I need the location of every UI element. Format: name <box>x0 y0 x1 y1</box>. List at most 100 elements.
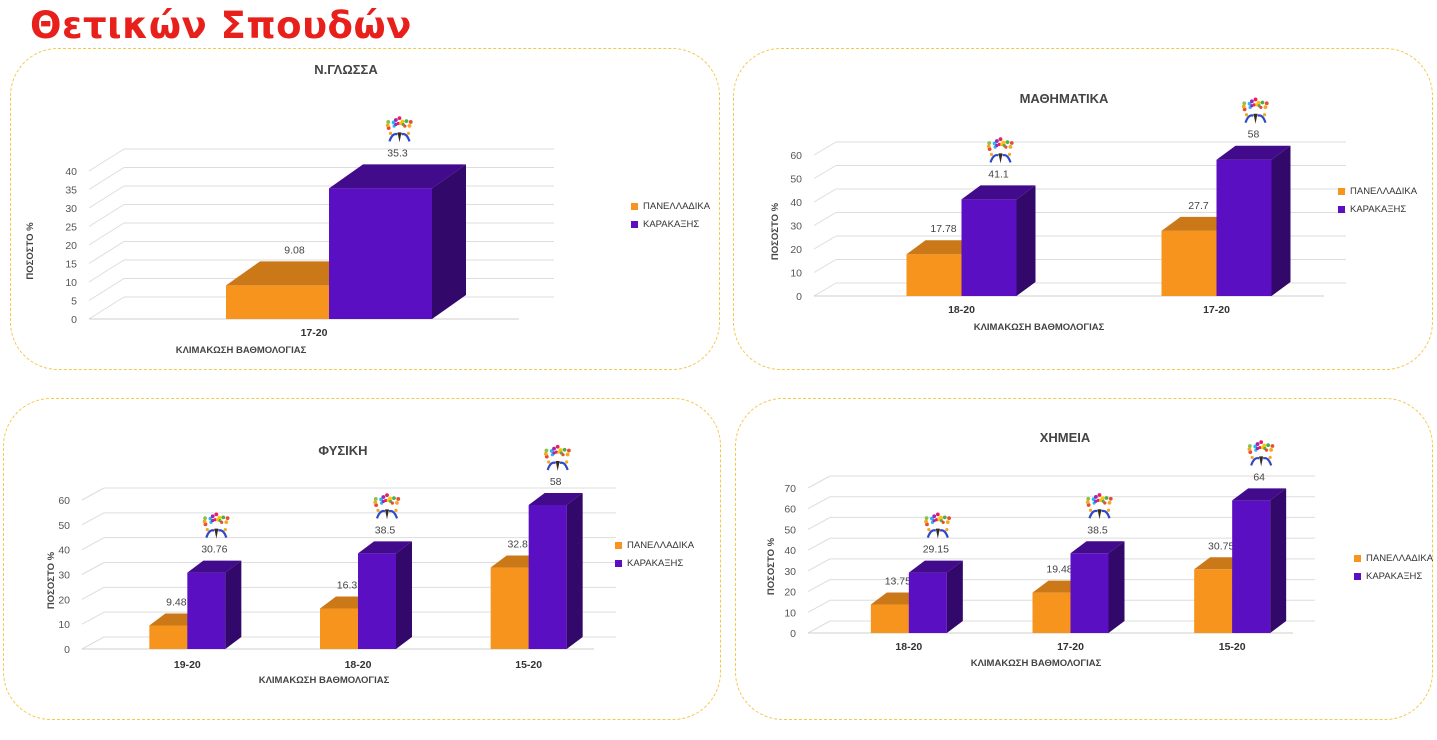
logo-dot <box>544 451 548 456</box>
legend-swatch-national <box>1338 188 1345 195</box>
page-title: Θετικών Σπουδών <box>30 4 412 47</box>
logo-dot <box>1253 97 1258 102</box>
logo-dot <box>945 520 950 525</box>
logo-dot <box>214 512 219 517</box>
grid-line-side <box>88 222 125 246</box>
logo-dot <box>1004 145 1008 149</box>
logo-dot <box>381 495 386 499</box>
grid-line-side <box>807 496 831 510</box>
legend-label-school: ΚΑΡΑΚΑΞΗΣ <box>1366 571 1423 582</box>
logo-dot <box>391 120 396 125</box>
logo-dot <box>404 119 409 124</box>
logo-figure <box>1101 509 1111 519</box>
data-label-school: 29.15 <box>923 544 949 556</box>
x-tick-label: 18-20 <box>895 641 922 653</box>
grid-line-side <box>88 204 125 227</box>
legend-label-national: ΠΑΝΕΛΛΑΔΙΚΑ <box>1350 186 1418 197</box>
x-tick-label: 18-20 <box>948 304 975 316</box>
grid-line-side <box>813 212 837 226</box>
y-tick-label: 10 <box>58 619 70 631</box>
school-logo-icon <box>1085 493 1113 520</box>
logo-dot <box>397 116 402 121</box>
legend-swatch-school <box>615 560 622 567</box>
data-label-national: 19.48 <box>1046 564 1072 576</box>
logo-dot <box>379 497 384 502</box>
logo-dot <box>202 519 207 524</box>
grid-line-side <box>807 599 831 613</box>
bar-top-school <box>358 541 412 554</box>
logo-figure <box>375 509 386 519</box>
data-label-school: 35.3 <box>387 147 408 159</box>
grid-line-side <box>813 165 837 179</box>
bar-school <box>358 541 412 649</box>
grid-line-side <box>807 579 831 593</box>
logo-figure <box>559 461 569 471</box>
logo-dot <box>1249 99 1254 104</box>
y-tick-label: 60 <box>790 150 802 162</box>
legend-item-school: ΚΑΡΑΚΑΞΗΣ <box>631 219 710 230</box>
bar-top-school <box>908 560 963 573</box>
y-tick-label: 40 <box>784 545 796 557</box>
logo-trunk <box>1253 113 1258 124</box>
logo-dot <box>1108 496 1113 501</box>
legend-label-national: ΠΑΝΕΛΛΑΔΙΚΑ <box>627 540 695 551</box>
logo-trunk <box>385 509 389 520</box>
bar-side-school <box>566 492 583 649</box>
logo-dot <box>544 448 549 453</box>
logo-dot <box>549 449 554 453</box>
y-tick-label: 40 <box>58 545 70 557</box>
legend-item-national: ΠΑΝΕΛΛΑΔΙΚΑ <box>615 540 694 551</box>
legend-swatch-school <box>1338 206 1345 213</box>
logo-figure <box>1257 114 1267 124</box>
logo-dot <box>396 121 400 126</box>
logo-trunk <box>1259 456 1264 467</box>
logo-figure <box>546 461 557 471</box>
legend-label-national: ΠΑΝΕΛΛΑΔΙΚΑ <box>643 201 711 212</box>
logo-dot <box>1260 100 1265 105</box>
bar-side-school <box>432 164 466 319</box>
logo-dot <box>994 139 999 143</box>
bar-top-school <box>329 164 466 189</box>
school-logo-icon <box>1241 97 1269 124</box>
logo-trunk <box>397 132 402 143</box>
bar-front-school <box>329 188 432 319</box>
y-tick-label: 0 <box>64 644 70 656</box>
logo-figure-head <box>406 131 411 135</box>
data-label-school: 58 <box>550 476 562 488</box>
grid-line-side <box>807 558 831 572</box>
logo-figure-head <box>547 460 551 464</box>
grid-line-side <box>81 487 105 501</box>
logo-dot <box>554 450 558 454</box>
grid-line-side <box>813 259 837 273</box>
logo-dot <box>565 452 570 457</box>
y-tick-label: 20 <box>58 594 70 606</box>
logo-figure <box>926 529 937 538</box>
logo-dot <box>407 123 412 128</box>
bar-top-school <box>1216 145 1291 160</box>
y-axis-title: ΠΟΣΟΣΤΟ % <box>766 537 777 595</box>
logo-dot <box>942 515 947 520</box>
grid-line-side <box>88 185 125 209</box>
logo-dot <box>1255 442 1260 446</box>
y-tick-label: 10 <box>65 277 77 289</box>
bar-side-school <box>946 560 963 633</box>
grid-line-side <box>81 562 105 575</box>
logo-figure-head <box>945 528 949 532</box>
bar-top-school <box>187 560 242 573</box>
y-tick-label: 20 <box>65 240 77 252</box>
logo-dot <box>225 516 230 521</box>
y-tick-label: 20 <box>784 587 796 599</box>
logo-dot <box>213 518 217 522</box>
bar-side-school <box>396 541 412 649</box>
y-axis-title: ΠΟΣΟΣΤΟ % <box>25 222 36 280</box>
grid-line-side <box>88 296 125 320</box>
data-label-national: 9.48 <box>166 596 187 608</box>
logo-dot <box>1241 104 1246 109</box>
legend-item-school: ΚΑΡΑΚΑΞΗΣ <box>1354 571 1433 582</box>
y-axis-title: ΠΟΣΟΣΤΟ % <box>46 551 57 609</box>
grid-line-side <box>807 537 831 551</box>
logo-dot <box>203 516 207 521</box>
logo-dot <box>1258 445 1262 450</box>
logo-dot <box>930 516 934 521</box>
grid-line-side <box>81 537 105 551</box>
